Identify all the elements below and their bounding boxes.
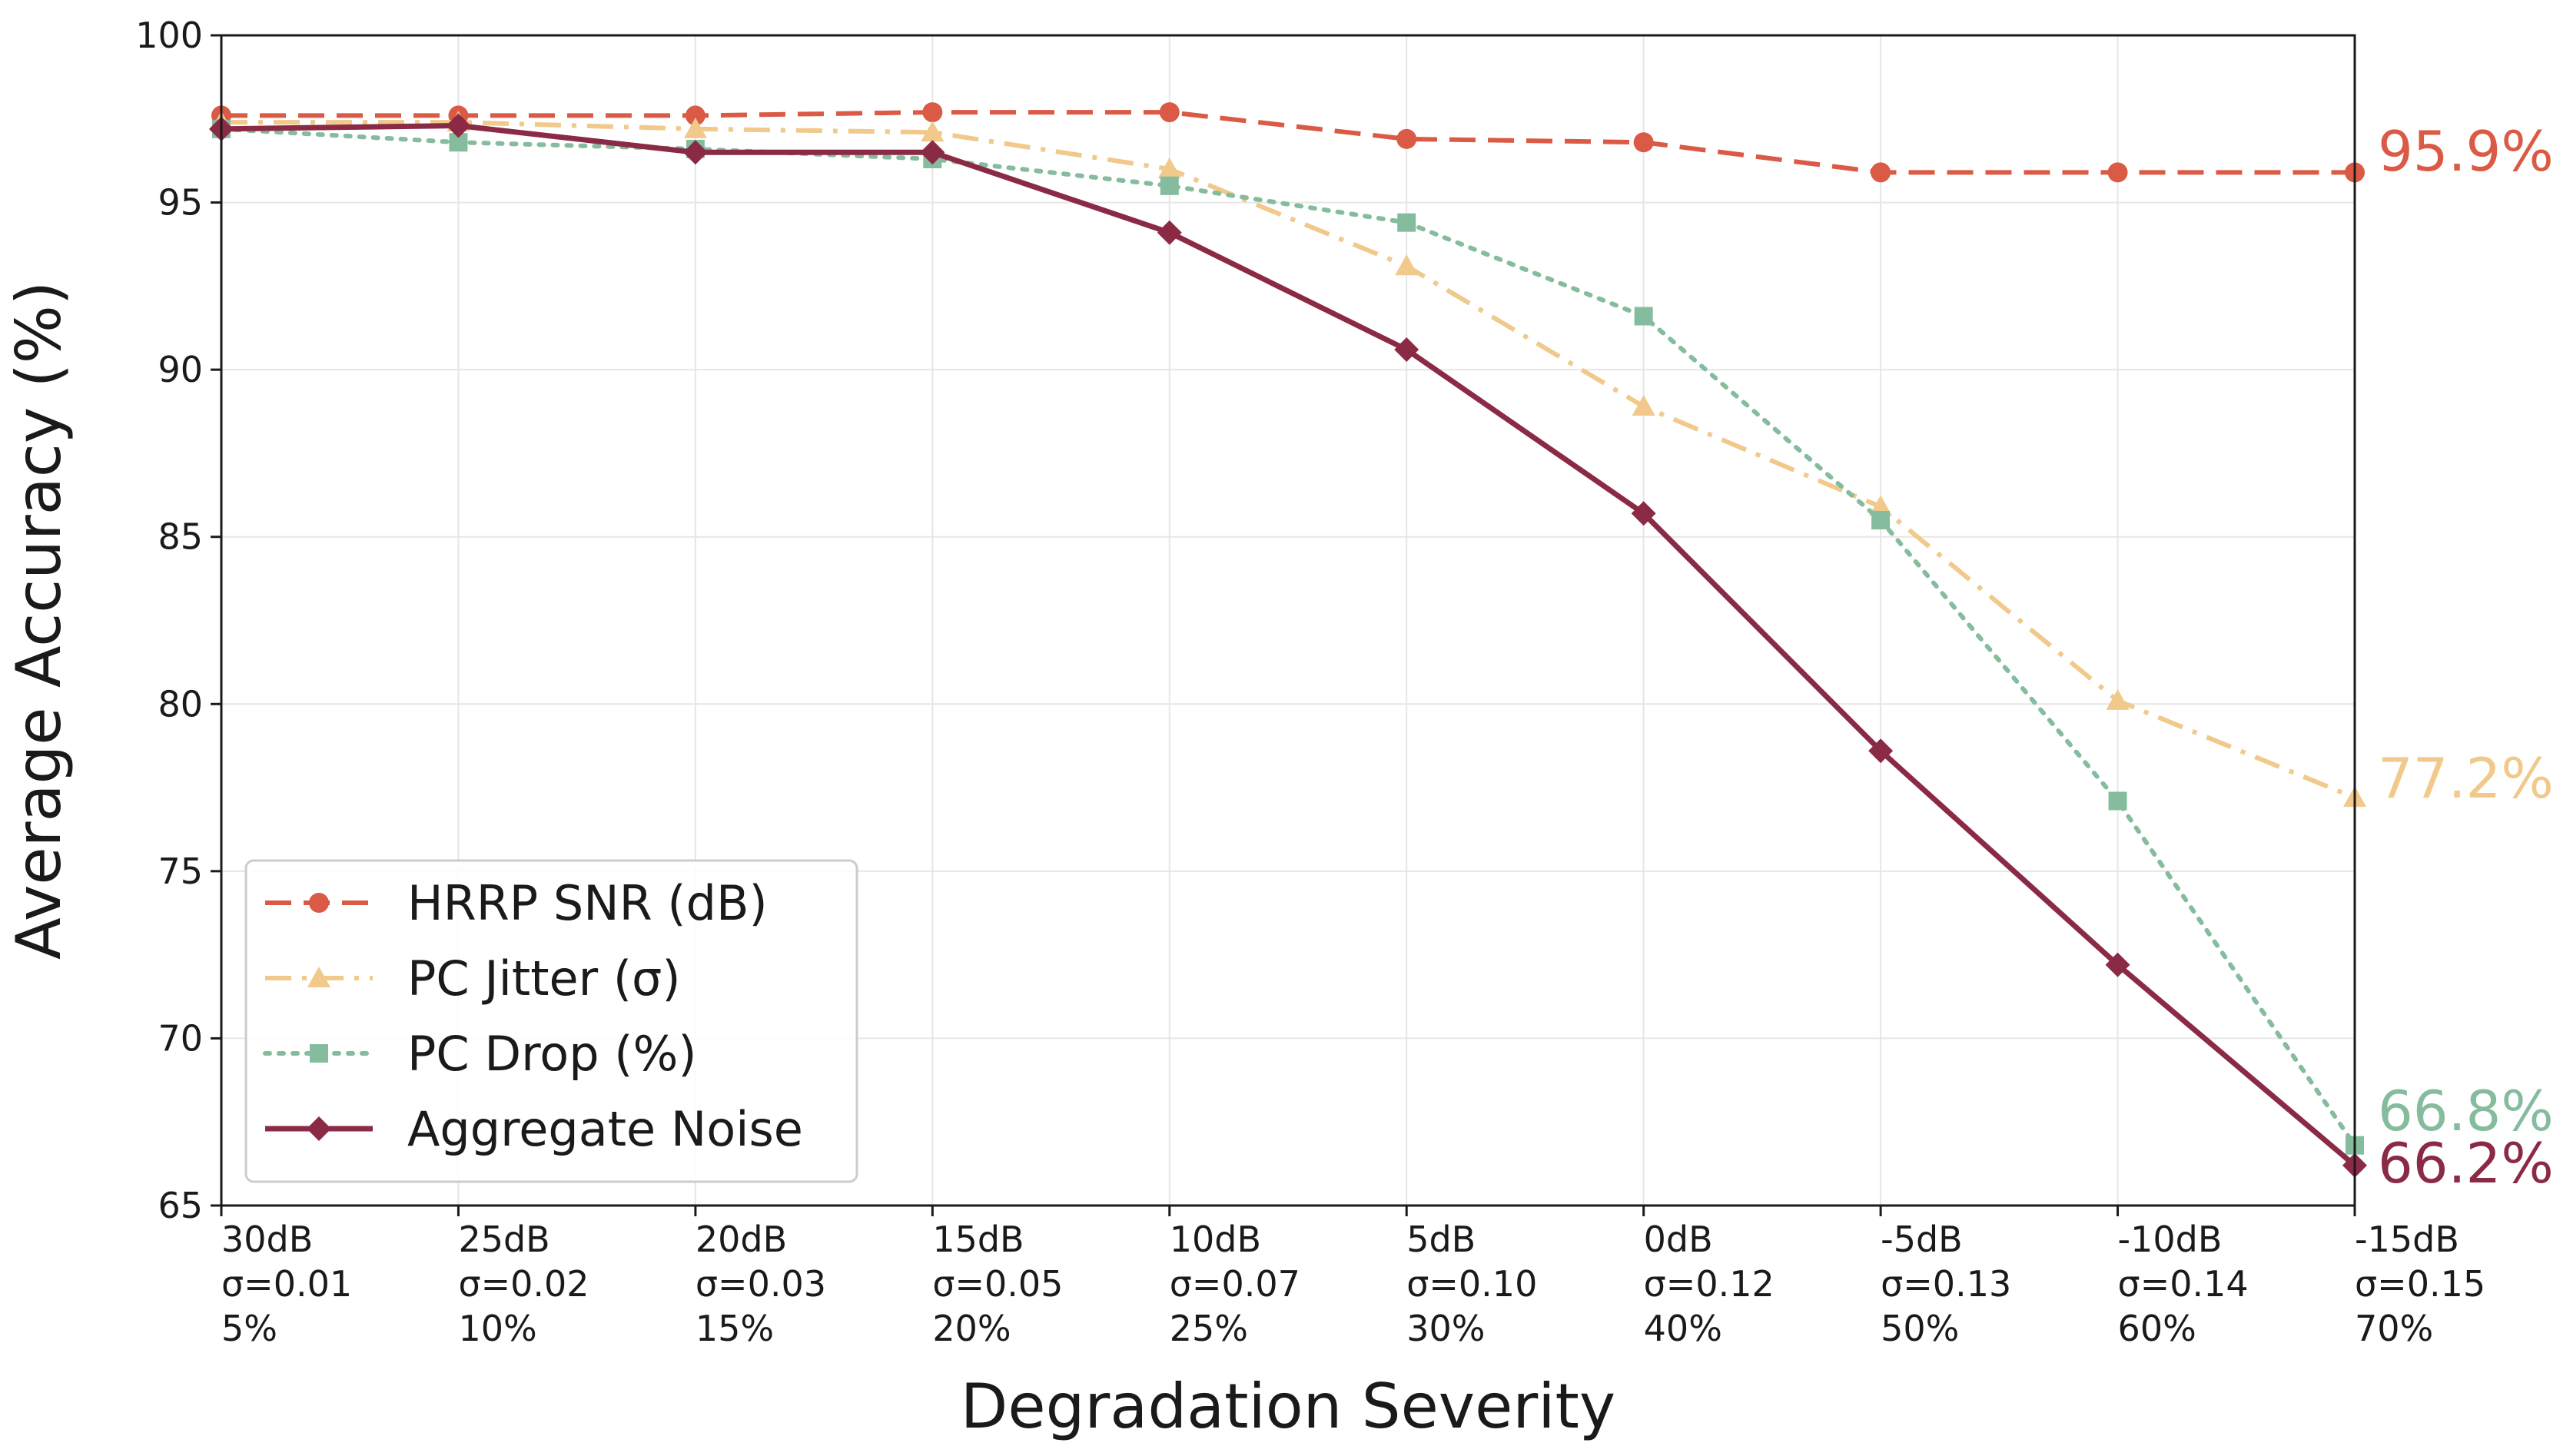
x-tick-label: 20dB — [696, 1219, 787, 1260]
data-point — [2107, 162, 2128, 183]
series-line — [221, 120, 2356, 800]
x-tick-label: 30% — [1406, 1308, 1485, 1349]
y-axis-ticks: 65 70 75 80 85 90 95 100 — [135, 15, 221, 1226]
data-point — [2106, 688, 2130, 710]
x-tick-label: σ=0.05 — [932, 1263, 1063, 1305]
data-point — [1871, 510, 1891, 529]
end-value-label: 95.9% — [2378, 119, 2554, 184]
end-labels: 95.9% 77.2% 66.8%66.2% — [2378, 119, 2554, 1196]
x-tick-label: 60% — [2118, 1308, 2196, 1349]
data-point — [2108, 791, 2127, 811]
x-tick-label: 0dB — [1644, 1219, 1713, 1260]
data-point — [920, 140, 945, 165]
x-tick-label: 10dB — [1170, 1219, 1261, 1260]
legend-swatch-marker — [307, 967, 330, 987]
data-point — [1632, 395, 1655, 416]
data-point — [1397, 213, 1416, 232]
y-tick-label: 65 — [158, 1185, 203, 1226]
data-point — [683, 117, 707, 138]
data-point — [1160, 176, 1179, 195]
x-tick-label: 10% — [458, 1308, 536, 1349]
data-point — [1394, 337, 1419, 363]
x-tick-label: σ=0.13 — [1881, 1263, 2011, 1305]
y-tick-label: 90 — [158, 349, 203, 390]
x-tick-label: 15dB — [932, 1219, 1024, 1260]
plot-area-frame — [220, 34, 2356, 1207]
x-tick-label: 25% — [1170, 1308, 1248, 1349]
data-point — [1395, 254, 1419, 276]
data-point — [1396, 128, 1417, 149]
data-point — [1869, 495, 1893, 516]
legend-swatch-marker — [310, 1044, 328, 1063]
data-point — [1634, 307, 1653, 326]
y-tick-label: 70 — [158, 1017, 203, 1059]
x-axis-title: Degradation Severity — [961, 1371, 1615, 1442]
data-point — [446, 113, 471, 138]
end-value-label: 66.2% — [2378, 1131, 2554, 1196]
end-value-label: 77.2% — [2378, 746, 2554, 811]
legend-label: HRRP SNR (dB) — [407, 875, 768, 931]
series-circle — [211, 102, 2365, 183]
x-tick-label: σ=0.12 — [1644, 1263, 1775, 1305]
data-point — [1868, 738, 1894, 764]
x-tick-label: 5% — [221, 1308, 277, 1349]
series-line — [219, 126, 2357, 1148]
x-tick-label: σ=0.07 — [1170, 1263, 1300, 1305]
end-value-label: 66.8% — [2378, 1079, 2554, 1143]
x-tick-label: 15% — [696, 1308, 774, 1349]
x-tick-label: 50% — [1881, 1308, 1959, 1349]
legend-swatch-marker — [307, 1116, 331, 1141]
data-point — [1157, 158, 1181, 179]
x-tick-label: σ=0.14 — [2118, 1263, 2249, 1305]
legend-label: PC Jitter (σ) — [407, 950, 681, 1007]
data-point — [682, 140, 708, 165]
legend: HRRP SNR (dB) PC Jitter (σ) PC Drop (%) Agg… — [244, 859, 858, 1183]
data-point — [922, 102, 943, 123]
x-tick-label: -15dB — [2355, 1219, 2459, 1260]
series-layer — [209, 102, 2367, 1178]
legend-label: PC Drop (%) — [407, 1026, 697, 1082]
x-tick-label: σ=0.15 — [2355, 1263, 2485, 1305]
x-tick-label: 25dB — [458, 1219, 549, 1260]
x-tick-label: σ=0.01 — [221, 1263, 352, 1305]
x-tick-label: -10dB — [2118, 1219, 2223, 1260]
y-axis-title: Average Accuracy (%) — [3, 281, 75, 960]
y-tick-label: 80 — [158, 683, 203, 725]
x-tick-label: σ=0.03 — [696, 1263, 826, 1305]
y-tick-label: 75 — [158, 851, 203, 892]
data-point — [1871, 162, 1891, 183]
y-tick-label: 100 — [135, 15, 203, 56]
x-tick-label: -5dB — [1881, 1219, 1963, 1260]
x-tick-label: 20% — [932, 1308, 1011, 1349]
data-point — [921, 121, 945, 142]
x-tick-label: 5dB — [1406, 1219, 1476, 1260]
data-point — [685, 105, 706, 126]
data-point — [1159, 102, 1180, 123]
series-line — [221, 122, 2357, 1168]
data-point — [2105, 952, 2130, 977]
y-tick-label: 85 — [158, 516, 203, 558]
x-tick-label: 70% — [2355, 1308, 2433, 1349]
data-point — [1631, 501, 1656, 526]
x-tick-label: σ=0.10 — [1406, 1263, 1537, 1305]
x-tick-label: σ=0.02 — [458, 1263, 589, 1305]
legend-box — [244, 859, 858, 1183]
series-line — [221, 110, 2355, 175]
legend-label: Aggregate Noise — [407, 1101, 803, 1157]
x-tick-label: 30dB — [221, 1219, 313, 1260]
data-point — [1157, 220, 1182, 245]
data-point — [1633, 132, 1654, 153]
y-tick-label: 95 — [158, 182, 203, 224]
x-tick-label: 40% — [1644, 1308, 1722, 1349]
legend-swatch-marker — [309, 893, 329, 913]
series-triangle — [210, 111, 2366, 808]
series-diamond — [209, 113, 2367, 1178]
